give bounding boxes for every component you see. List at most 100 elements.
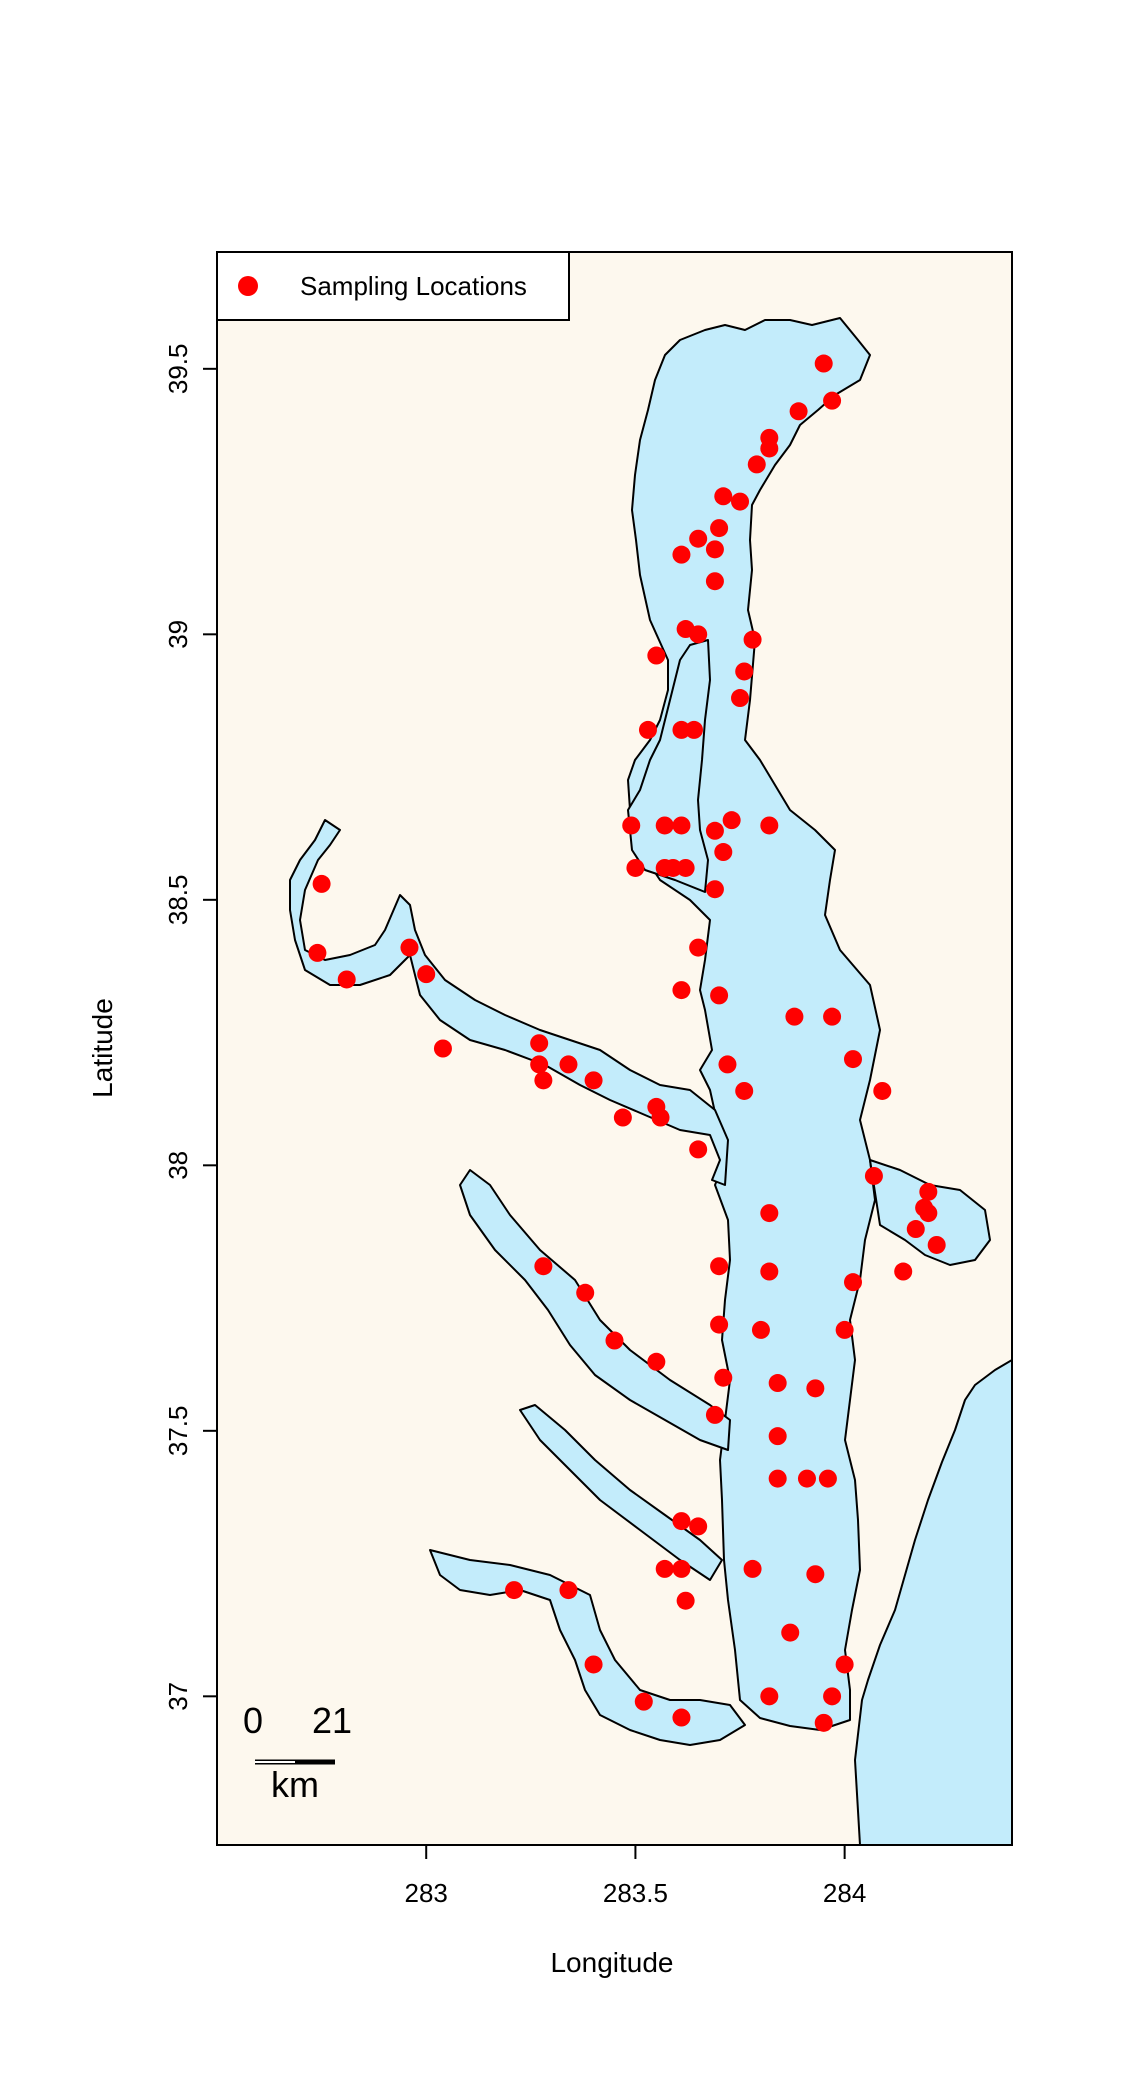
sampling-location-point (689, 938, 708, 957)
sampling-location-point (613, 1108, 632, 1127)
sampling-location-point (584, 1655, 603, 1674)
sampling-location-point (814, 1713, 833, 1732)
sampling-location-point (835, 1655, 854, 1674)
sampling-location-point (705, 880, 724, 899)
sampling-location-point (689, 529, 708, 548)
sampling-location-point (308, 943, 327, 962)
sampling-location-point (605, 1331, 624, 1350)
sampling-location-point (584, 1071, 603, 1090)
y-tick-label: 37.5 (163, 1406, 193, 1457)
sampling-location-point (789, 402, 808, 421)
sampling-location-point (760, 439, 779, 458)
sampling-location-point (530, 1034, 549, 1053)
y-tick-label: 39.5 (163, 344, 193, 395)
sampling-location-point (785, 1007, 804, 1026)
sampling-location-point (906, 1220, 925, 1239)
sampling-location-point (714, 487, 733, 506)
sampling-location-point (710, 1257, 729, 1276)
sampling-location-point (710, 519, 729, 538)
sampling-location-point (823, 391, 842, 410)
legend-label: Sampling Locations (300, 271, 527, 301)
sampling-location-point (559, 1581, 578, 1600)
sampling-location-point (634, 1692, 653, 1711)
sampling-location-point (534, 1071, 553, 1090)
sampling-points-layer (308, 354, 946, 1732)
sampling-location-point (505, 1581, 524, 1600)
scale-bar: 0 21 km (243, 1700, 352, 1805)
legend: Sampling Locations (216, 251, 570, 321)
sampling-location-point (768, 1374, 787, 1393)
sampling-location-point (743, 1559, 762, 1578)
sampling-location-point (647, 1352, 666, 1371)
sampling-location-point (743, 630, 762, 649)
sampling-location-point (768, 1427, 787, 1446)
sampling-location-point (927, 1235, 946, 1254)
y-tick-label: 39 (163, 620, 193, 649)
sampling-location-point (844, 1050, 862, 1069)
y-tick-label: 38.5 (163, 875, 193, 926)
sampling-location-point (760, 1687, 779, 1706)
sampling-location-point (689, 625, 708, 644)
sampling-location-point (705, 540, 724, 559)
sampling-location-point (751, 1320, 770, 1339)
sampling-location-point (689, 1517, 708, 1536)
sampling-location-point (864, 1166, 883, 1185)
sampling-location-point (760, 1204, 779, 1223)
sampling-location-point (823, 1007, 842, 1026)
sampling-location-point (806, 1379, 825, 1398)
sampling-location-point (672, 1708, 691, 1727)
sampling-location-point (760, 816, 779, 835)
sampling-location-point (710, 1315, 729, 1334)
sampling-location-point (705, 821, 724, 840)
sampling-location-point (689, 1140, 708, 1159)
sampling-location-point (559, 1055, 578, 1074)
sampling-location-point (651, 1108, 670, 1127)
x-tick-label: 284 (823, 1878, 866, 1908)
scale-bar-unit: km (271, 1764, 319, 1805)
sampling-location-point (797, 1469, 816, 1488)
legend-box (216, 251, 570, 321)
sampling-location-point (844, 1273, 862, 1292)
x-axis-ticks: 283 283.5 284 (405, 1845, 866, 1908)
sampling-location-point (638, 720, 657, 739)
sampling-location-point (622, 816, 641, 835)
y-tick-label: 37 (163, 1682, 193, 1711)
sampling-location-point (433, 1039, 452, 1058)
sampling-location-point (400, 938, 419, 957)
sampling-location-point (919, 1204, 938, 1223)
sampling-location-point (747, 455, 766, 474)
sampling-location-point (530, 1055, 549, 1074)
sampling-location-point (676, 1591, 695, 1610)
sampling-location-point (672, 545, 691, 564)
scale-bar-right-label: 21 (312, 1700, 352, 1741)
y-tick-label: 38 (163, 1151, 193, 1180)
sampling-location-point (731, 492, 750, 511)
land-background (217, 252, 1012, 1845)
sampling-location-point (672, 816, 691, 835)
atlantic-ocean-shape (854, 1359, 1012, 1845)
sampling-location-point (735, 662, 754, 681)
sampling-location-point (337, 970, 356, 989)
x-tick-label: 283 (405, 1878, 448, 1908)
sampling-location-point (818, 1469, 837, 1488)
sampling-location-point (417, 965, 436, 984)
sampling-location-point (919, 1182, 938, 1201)
sampling-location-point (760, 1262, 779, 1281)
sampling-location-point (705, 572, 724, 591)
sampling-location-point (672, 720, 691, 739)
sampling-location-point (672, 1559, 691, 1578)
y-axis-title: Latitude (87, 998, 118, 1098)
sampling-location-point (781, 1623, 800, 1642)
sampling-location-point (647, 646, 666, 665)
sampling-location-point (534, 1257, 553, 1276)
sampling-location-point (814, 354, 833, 373)
x-tick-label: 283.5 (603, 1878, 668, 1908)
sampling-location-point (714, 843, 733, 862)
western-river-middle-shape (459, 1169, 731, 1451)
sampling-location-point (806, 1565, 825, 1584)
sampling-location-point (735, 1081, 754, 1100)
western-river-potomac-shape (289, 819, 729, 1186)
sampling-location-point (672, 981, 691, 1000)
plot-frame (216, 251, 1013, 1846)
